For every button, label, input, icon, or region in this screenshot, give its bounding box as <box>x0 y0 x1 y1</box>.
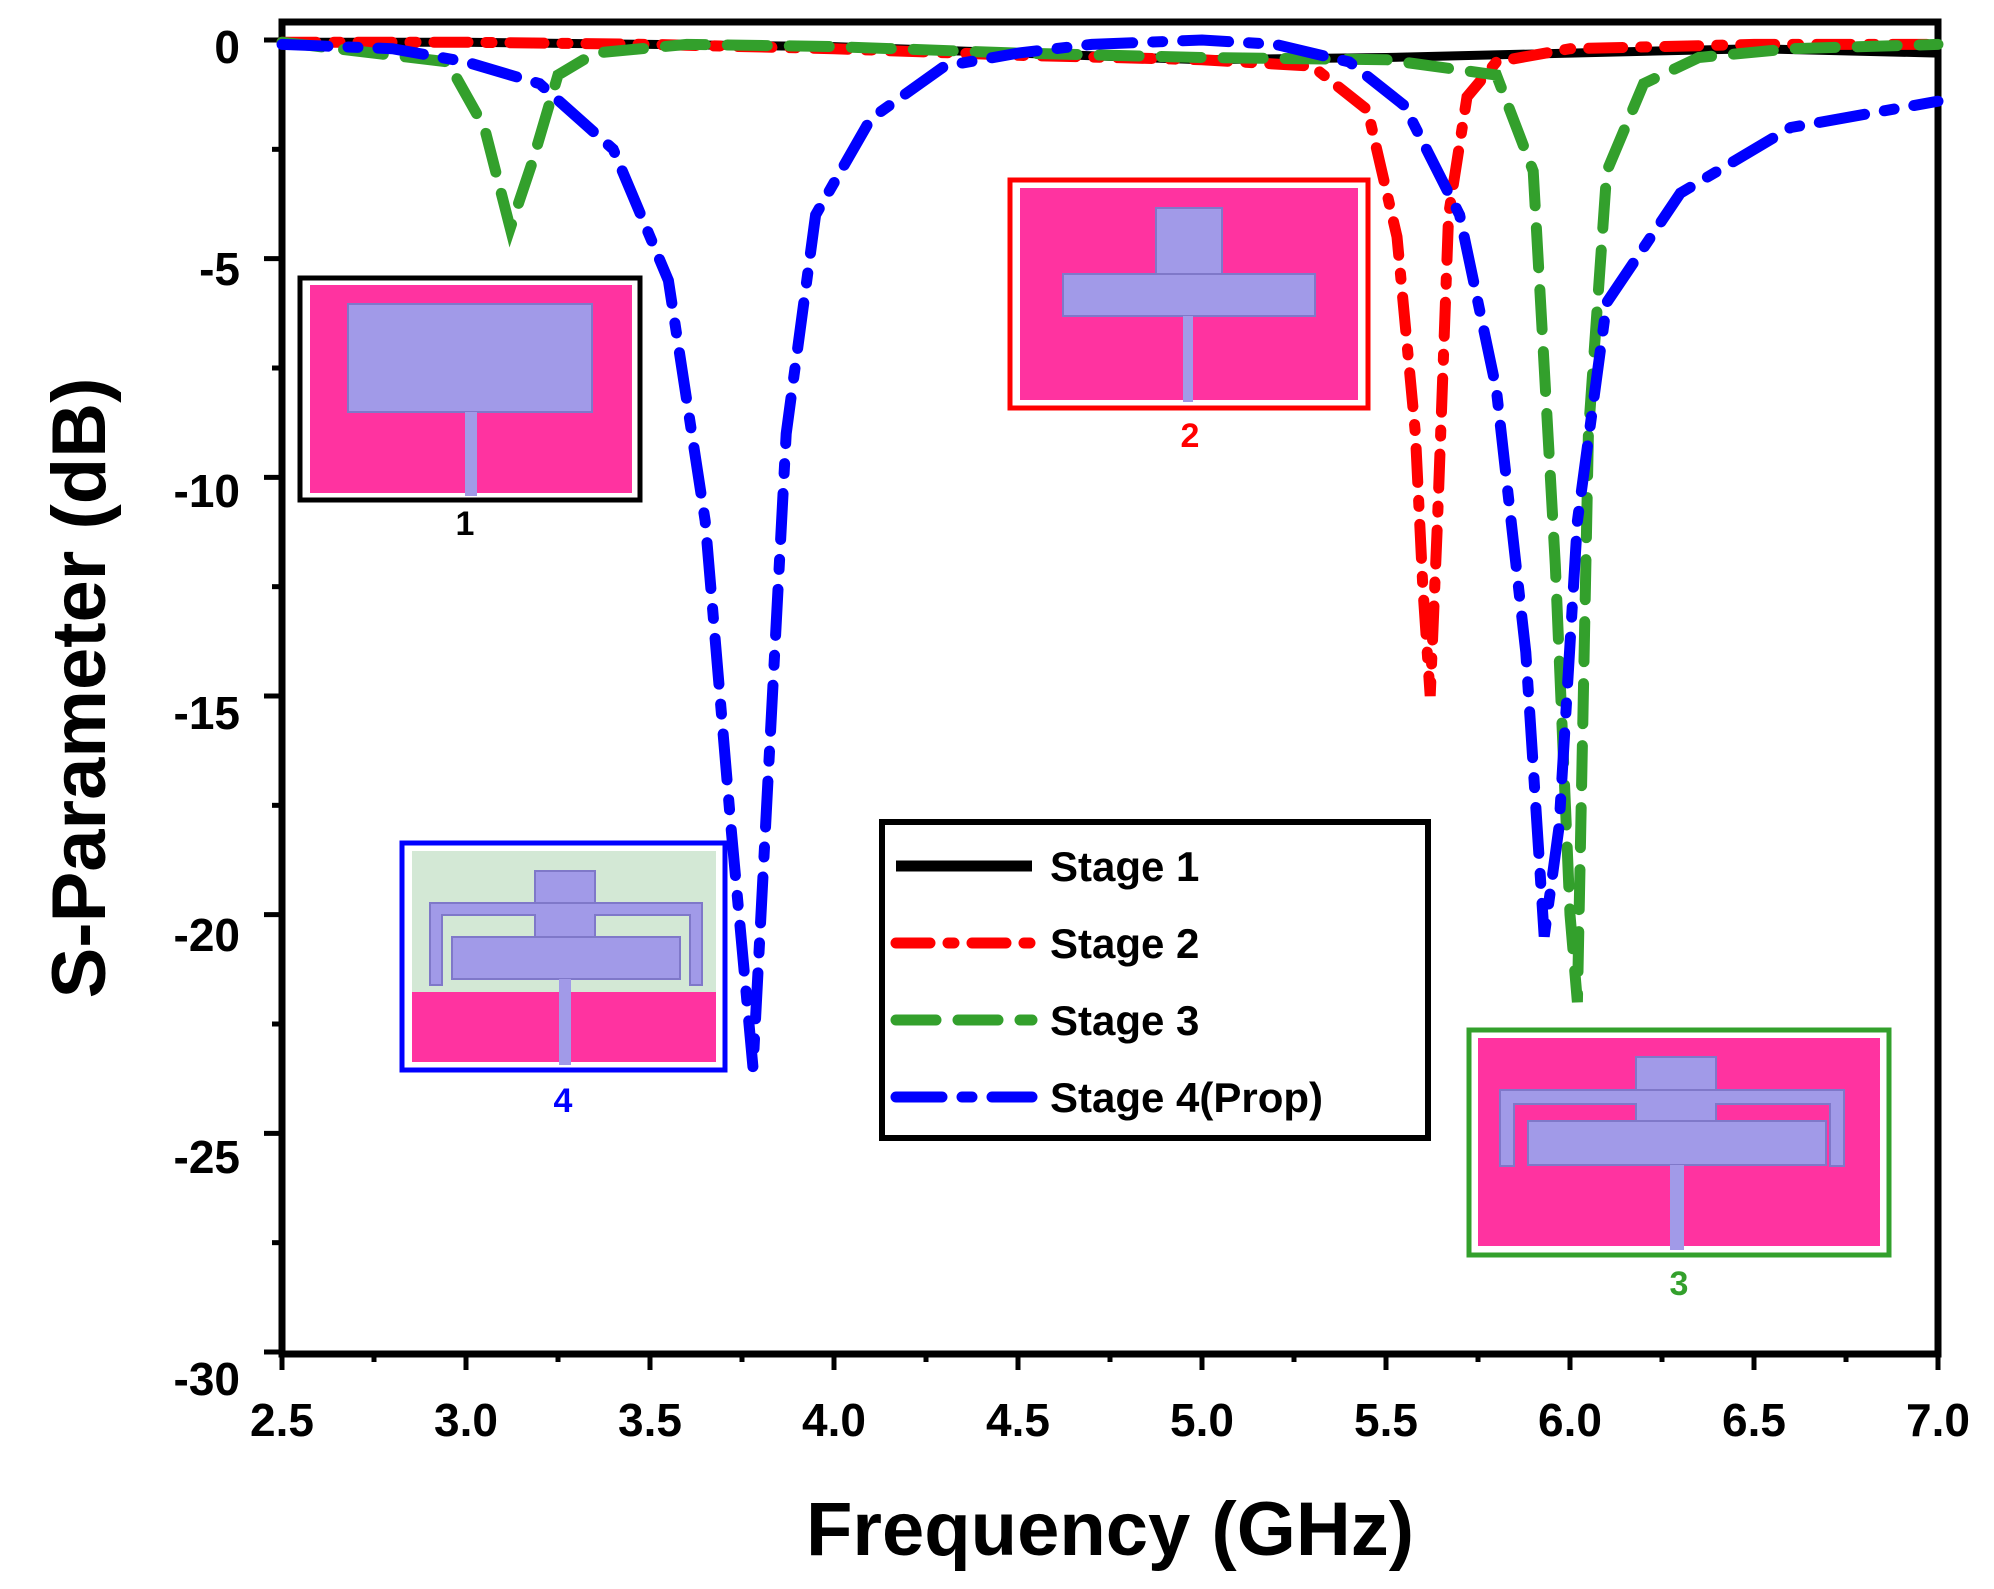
series-group <box>276 34 1944 1069</box>
x-tick-label: 3.5 <box>618 1394 682 1446</box>
legend-label-stage-4: Stage 4(Prop) <box>1050 1074 1323 1121</box>
y-tick-label: -10 <box>174 465 240 517</box>
y-tick-label: -15 <box>174 687 240 739</box>
x-tick-label: 2.5 <box>250 1394 314 1446</box>
x-tick-label: 4.5 <box>986 1394 1050 1446</box>
y-tick-labels: 0 -5 -10 -15 -20 -25 -30 <box>174 21 240 1405</box>
inset-label-3: 3 <box>1670 1265 1689 1303</box>
inset-label-4: 4 <box>554 1082 573 1120</box>
inset-antenna-4: 4 <box>399 840 728 1120</box>
x-tick-labels: 2.5 3.0 3.5 4.0 4.5 5.0 5.5 6.0 6.5 7.0 <box>250 1394 1970 1446</box>
legend-label-stage-2: Stage 2 <box>1050 920 1199 967</box>
inset-label-2: 2 <box>1181 417 1200 455</box>
inset-antenna-1: 1 <box>297 275 643 543</box>
y-axis-title: S-Parameter (dB) <box>37 378 122 999</box>
legend-label-stage-3: Stage 3 <box>1050 997 1199 1044</box>
axis-ticks <box>264 37 1941 1370</box>
x-tick-label: 6.5 <box>1722 1394 1786 1446</box>
inset-antenna-2: 2 <box>1007 177 1371 455</box>
legend-label-stage-1: Stage 1 <box>1050 843 1199 890</box>
x-tick-label: 5.0 <box>1170 1394 1234 1446</box>
x-axis-title: Frequency (GHz) <box>806 1487 1414 1572</box>
inset-antenna-3: 3 <box>1466 1027 1892 1303</box>
legend-box <box>879 819 1431 1141</box>
y-tick-label: -5 <box>199 243 240 295</box>
y-tick-label: -30 <box>174 1353 240 1405</box>
x-tick-label: 4.0 <box>802 1394 866 1446</box>
series-line-stage-3 <box>276 36 1944 1003</box>
x-tick-label: 7.0 <box>1906 1394 1970 1446</box>
inset-label-1: 1 <box>456 505 475 543</box>
series-line-stage-4 <box>276 34 1944 1069</box>
x-tick-label: 5.5 <box>1354 1394 1418 1446</box>
x-tick-label: 3.0 <box>434 1394 498 1446</box>
y-tick-label: -25 <box>174 1131 240 1183</box>
y-tick-label: -20 <box>174 909 240 961</box>
x-tick-label: 6.0 <box>1538 1394 1602 1446</box>
y-tick-label: 0 <box>214 21 240 73</box>
legend: Stage 1 Stage 2 Stage 3 Stage 4(Prop) <box>879 819 1431 1141</box>
